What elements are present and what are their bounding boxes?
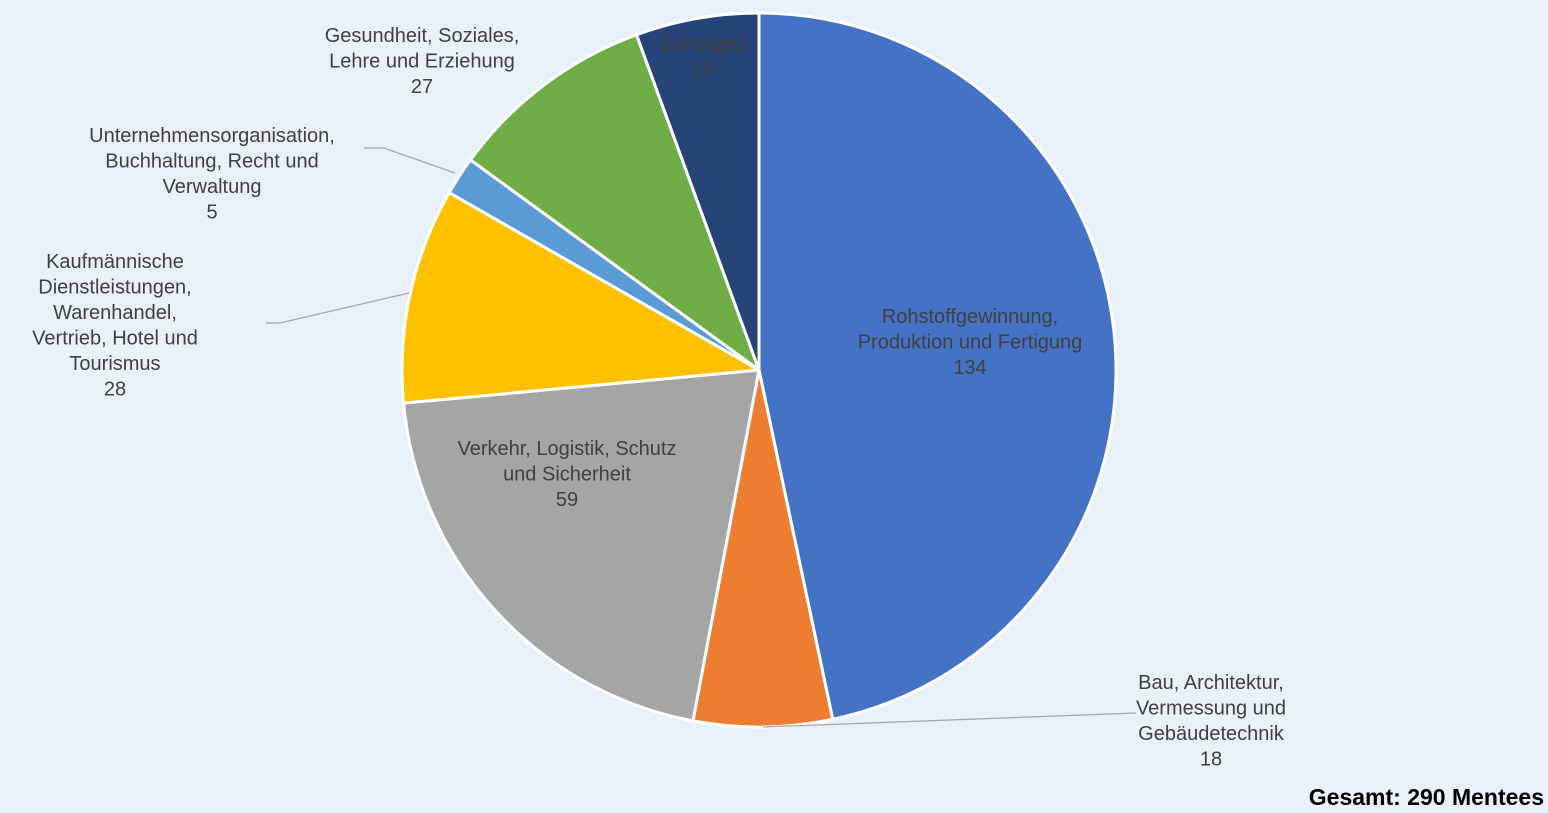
pie-slice-4 xyxy=(400,191,761,405)
slice-label-line: Vertrieb, Hotel und xyxy=(32,328,198,350)
slice-value-4: 28 xyxy=(104,379,126,401)
slice-label-line: Sonstiges xyxy=(659,33,747,55)
slice-label-line: Tourismus xyxy=(69,353,160,375)
slice-label-line: und Sicherheit xyxy=(503,464,631,486)
slice-label-line: Rohstoffgewinnung, xyxy=(882,306,1058,328)
pie-slice-2 xyxy=(691,368,835,729)
slice-label-line: Kaufmännische xyxy=(46,251,184,273)
leader-lines xyxy=(266,147,1137,728)
slice-label-line: Warenhandel, xyxy=(53,302,177,324)
slice-label-line: Verwaltung xyxy=(163,176,262,198)
pie-slice-3 xyxy=(402,368,761,723)
slice-label-line: Gebäudetechnik xyxy=(1138,723,1285,745)
slice-value-7: 16 xyxy=(692,59,714,81)
slice-label-line: Verkehr, Logistik, Schutz xyxy=(457,438,676,460)
slice-label-line: Buchhaltung, Recht und xyxy=(105,151,319,173)
slice-label-line: Unternehmensorganisation, xyxy=(89,125,335,147)
pie-labels: Rohstoffgewinnung, Produktion und Fertigu… xyxy=(32,25,1286,771)
slice-label-line: Dienstleistungen, xyxy=(38,277,191,299)
slice-value-3: 59 xyxy=(556,489,578,511)
slice-label-line: Bau, Architektur, xyxy=(1138,672,1284,694)
slice-value-5: 5 xyxy=(206,202,217,224)
leader-line-4 xyxy=(266,292,410,324)
slice-label-1: Rohstoffgewinnung, Produktion und Fertigu… xyxy=(858,306,1083,379)
slice-label-line: Vermessung und xyxy=(1136,698,1286,720)
slice-value-1: 134 xyxy=(953,357,986,379)
slice-label-line: Gesundheit, Soziales, xyxy=(325,25,520,47)
slice-label-3: Verkehr, Logistik, Schutz und Sicherheit 5… xyxy=(457,438,676,511)
leader-line-2 xyxy=(762,712,1137,728)
pie-slice-6 xyxy=(468,33,761,372)
pie-slices xyxy=(400,11,1118,729)
slice-label-7: Sonstiges 16 xyxy=(659,33,747,81)
slice-label-5: Unternehmensorganisation, Buchhaltung, Re… xyxy=(89,125,335,224)
slice-value-2: 18 xyxy=(1200,749,1222,771)
leader-line-5 xyxy=(364,147,456,174)
slice-label-4: Kaufmännische Dienstleistungen, Warenhande… xyxy=(32,251,198,401)
slice-label-line: Produktion und Fertigung xyxy=(858,332,1083,354)
total-mentees-label: Gesamt: 290 Mentees xyxy=(1308,784,1544,810)
slice-label-6: Gesundheit, Soziales, Lehre und Erziehung… xyxy=(325,25,520,98)
slice-label-line: Lehre und Erziehung xyxy=(329,51,515,73)
slice-label-2: Bau, Architektur, Vermessung und Gebäudete… xyxy=(1136,672,1286,771)
pie-slice-7 xyxy=(634,11,761,372)
slice-value-6: 27 xyxy=(411,76,433,98)
pie-slice-1 xyxy=(757,11,1118,721)
